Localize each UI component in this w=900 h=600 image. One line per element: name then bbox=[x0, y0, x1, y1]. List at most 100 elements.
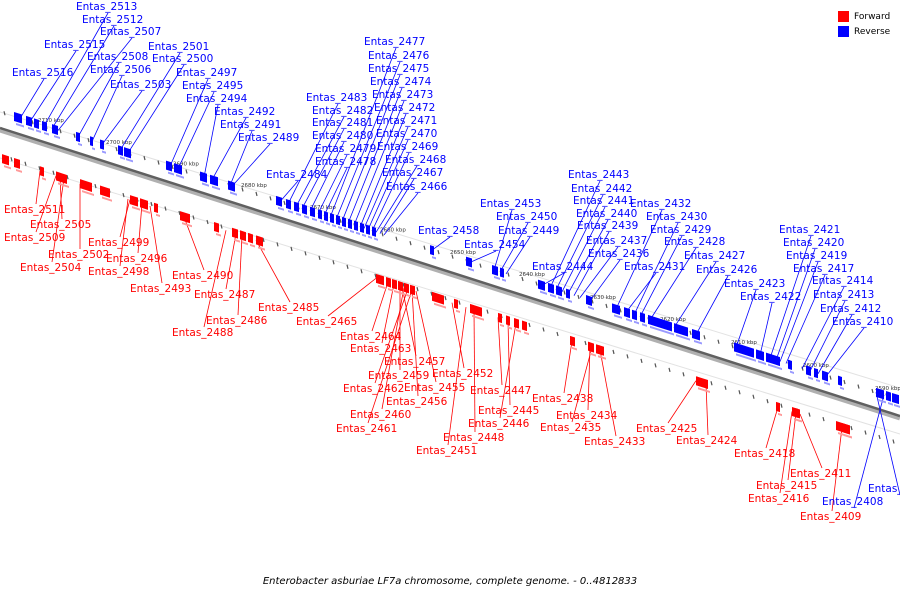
reverse-gene-label: Entas_2421 bbox=[779, 224, 840, 236]
forward-track-mark bbox=[626, 354, 629, 359]
forward-gene-shadow bbox=[590, 352, 596, 357]
reverse-gene-shadow bbox=[120, 156, 125, 160]
scale-tick-label: 2640 kbp bbox=[519, 272, 545, 278]
forward-gene-shadow bbox=[456, 309, 460, 314]
reverse-gene-shadow bbox=[614, 314, 622, 319]
forward-gene-label-leader bbox=[119, 199, 131, 238]
forward-gene-shadow bbox=[132, 206, 140, 211]
reverse-gene bbox=[100, 139, 104, 150]
reverse-gene-label: Entas_2442 bbox=[571, 183, 632, 195]
reverse-guide-line bbox=[0, 111, 900, 389]
forward-gene-shadow bbox=[234, 238, 240, 243]
forward-gene-label-leader bbox=[367, 289, 413, 424]
reverse-track-mark bbox=[437, 250, 440, 255]
forward-gene bbox=[100, 185, 110, 198]
reverse-gene bbox=[318, 209, 322, 220]
reverse-track-mark bbox=[801, 366, 804, 371]
forward-gene-label-leader bbox=[35, 175, 57, 233]
forward-gene-label-leader bbox=[415, 291, 437, 383]
reverse-gene-label-leader bbox=[633, 222, 679, 316]
reverse-gene-label-leader bbox=[499, 222, 529, 273]
forward-track-mark bbox=[192, 215, 195, 220]
reverse-gene-label-leader bbox=[561, 206, 606, 293]
forward-gene bbox=[570, 335, 575, 347]
reverse-gene-shadow bbox=[44, 131, 49, 136]
forward-track-mark bbox=[710, 381, 713, 386]
reverse-gene-label-leader bbox=[875, 392, 900, 496]
reverse-gene-label: Entas_2468 bbox=[385, 154, 446, 166]
reverse-track-mark bbox=[479, 263, 482, 268]
reverse-gene bbox=[124, 147, 131, 159]
scale-tick-label: 2600 kbp bbox=[803, 363, 829, 369]
forward-gene-label-leader bbox=[381, 284, 395, 344]
forward-gene bbox=[2, 154, 9, 166]
reverse-gene-label: Entas_2470 bbox=[376, 128, 437, 140]
reverse-gene-label-leader bbox=[555, 194, 604, 291]
reverse-gene bbox=[336, 215, 340, 226]
reverse-gene-label: Entas_2474 bbox=[370, 76, 432, 88]
forward-gene-shadow bbox=[250, 243, 255, 248]
reverse-gene-label-leader bbox=[279, 180, 299, 202]
forward-gene bbox=[588, 341, 594, 353]
reverse-track-mark bbox=[269, 196, 272, 201]
reverse-track-mark bbox=[241, 187, 244, 192]
forward-gene-label: Entas_2459 bbox=[368, 370, 429, 382]
forward-gene-label: Entas_2505 bbox=[30, 219, 91, 231]
reverse-gene-shadow bbox=[468, 267, 474, 272]
legend-item-reverse: Reverse bbox=[838, 24, 890, 39]
reverse-gene bbox=[892, 392, 899, 405]
forward-track-mark bbox=[206, 219, 209, 225]
reverse-gene-shadow bbox=[550, 293, 556, 298]
forward-gene bbox=[180, 211, 190, 224]
reverse-track-mark bbox=[591, 299, 594, 304]
reverse-gene bbox=[548, 282, 554, 294]
reverse-gene-label-leader bbox=[19, 78, 45, 119]
forward-gene-label: Entas_2424 bbox=[676, 435, 738, 447]
forward-gene-shadow bbox=[42, 177, 46, 181]
reverse-gene-label: Entas_2479 bbox=[315, 143, 376, 155]
forward-gene-label: Entas_2461 bbox=[336, 423, 397, 435]
reverse-gene-label: Entas_2472 bbox=[374, 102, 435, 114]
forward-gene bbox=[454, 298, 458, 310]
forward-gene-shadow bbox=[58, 182, 64, 187]
forward-guide-line bbox=[0, 157, 900, 435]
reverse-gene-label-leader bbox=[323, 167, 348, 216]
reverse-gene bbox=[492, 264, 498, 276]
forward-gene-label: Entas_2493 bbox=[130, 283, 191, 295]
reverse-gene-label-leader bbox=[469, 250, 497, 263]
reverse-gene bbox=[310, 206, 315, 218]
reverse-gene bbox=[734, 342, 754, 358]
reverse-gene bbox=[348, 218, 352, 230]
reverse-gene bbox=[342, 216, 346, 228]
reverse-gene-label: Entas_2431 bbox=[624, 261, 685, 273]
reverse-gene-shadow bbox=[878, 398, 886, 404]
scale-tick-label: 2590 kbp bbox=[875, 386, 900, 392]
forward-gene-label-leader bbox=[374, 288, 409, 384]
reverse-gene-label-leader bbox=[229, 130, 253, 186]
forward-gene-label-leader bbox=[225, 233, 237, 290]
reverse-gene-shadow bbox=[126, 158, 133, 163]
reverse-track-mark bbox=[395, 236, 398, 241]
forward-gene-label: Entas_2460 bbox=[350, 409, 411, 421]
forward-gene-shadow bbox=[258, 246, 265, 251]
reverse-gene bbox=[814, 367, 818, 379]
forward-gene bbox=[14, 157, 20, 169]
forward-gene-shadow bbox=[406, 293, 411, 298]
reverse-gene-label-leader bbox=[809, 300, 846, 372]
reverse-track-mark bbox=[3, 111, 6, 116]
reverse-gene-label-leader bbox=[43, 12, 109, 127]
reverse-gene bbox=[876, 387, 884, 400]
reverse-gene bbox=[674, 323, 688, 337]
forward-track-mark bbox=[878, 434, 881, 440]
reverse-gene bbox=[624, 307, 630, 319]
forward-gene-label-leader bbox=[327, 278, 377, 317]
forward-track-mark bbox=[864, 430, 867, 435]
reverse-gene-label: Entas_2494 bbox=[186, 93, 248, 105]
forward-track-mark bbox=[556, 331, 559, 337]
reverse-gene-shadow bbox=[626, 318, 632, 323]
reverse-gene-label-leader bbox=[295, 116, 345, 207]
reverse-gene-shadow bbox=[212, 185, 220, 191]
reverse-track-mark bbox=[423, 245, 426, 250]
reverse-gene-label-leader bbox=[341, 74, 401, 222]
reverse-gene-shadow bbox=[888, 402, 893, 406]
